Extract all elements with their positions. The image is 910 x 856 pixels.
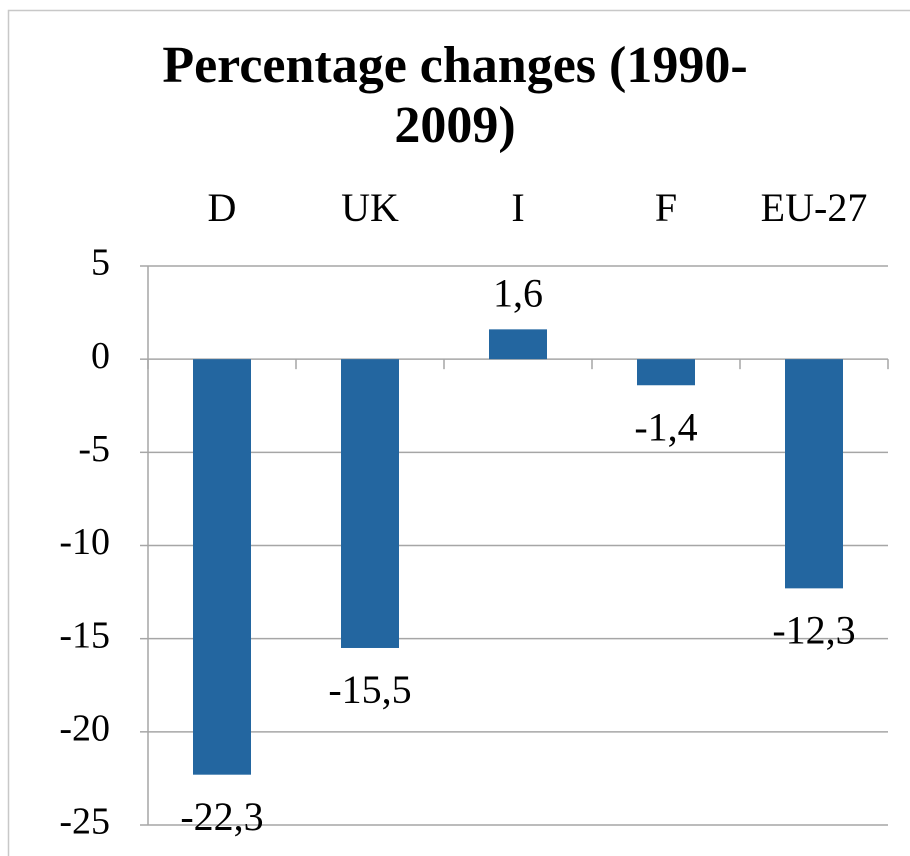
y-tick-label: -15 <box>59 614 110 656</box>
data-label: -1,4 <box>634 404 697 449</box>
bar <box>193 359 251 775</box>
x-tick-label: D <box>208 185 237 230</box>
data-label: -22,3 <box>180 794 263 839</box>
y-tick-label: 5 <box>91 242 110 284</box>
bar <box>637 359 695 386</box>
y-tick-label: -10 <box>59 521 110 563</box>
x-tick-label: F <box>655 185 677 230</box>
data-label: 1,6 <box>493 271 543 316</box>
bar <box>785 359 843 589</box>
bar <box>489 329 547 360</box>
x-tick-label: UK <box>341 185 399 230</box>
y-tick-label: -5 <box>78 428 110 470</box>
bar <box>341 359 399 648</box>
chart-frame <box>7 9 910 856</box>
x-tick-label: EU-27 <box>761 185 868 230</box>
y-tick-label: 0 <box>91 335 110 377</box>
chart-title: Percentage changes (1990-2009) <box>162 37 748 154</box>
y-tick-label: -20 <box>59 708 110 750</box>
y-tick-label: -25 <box>59 801 110 843</box>
data-label: -15,5 <box>328 667 411 712</box>
data-label: -12,3 <box>772 608 855 653</box>
x-tick-label: I <box>511 185 524 230</box>
